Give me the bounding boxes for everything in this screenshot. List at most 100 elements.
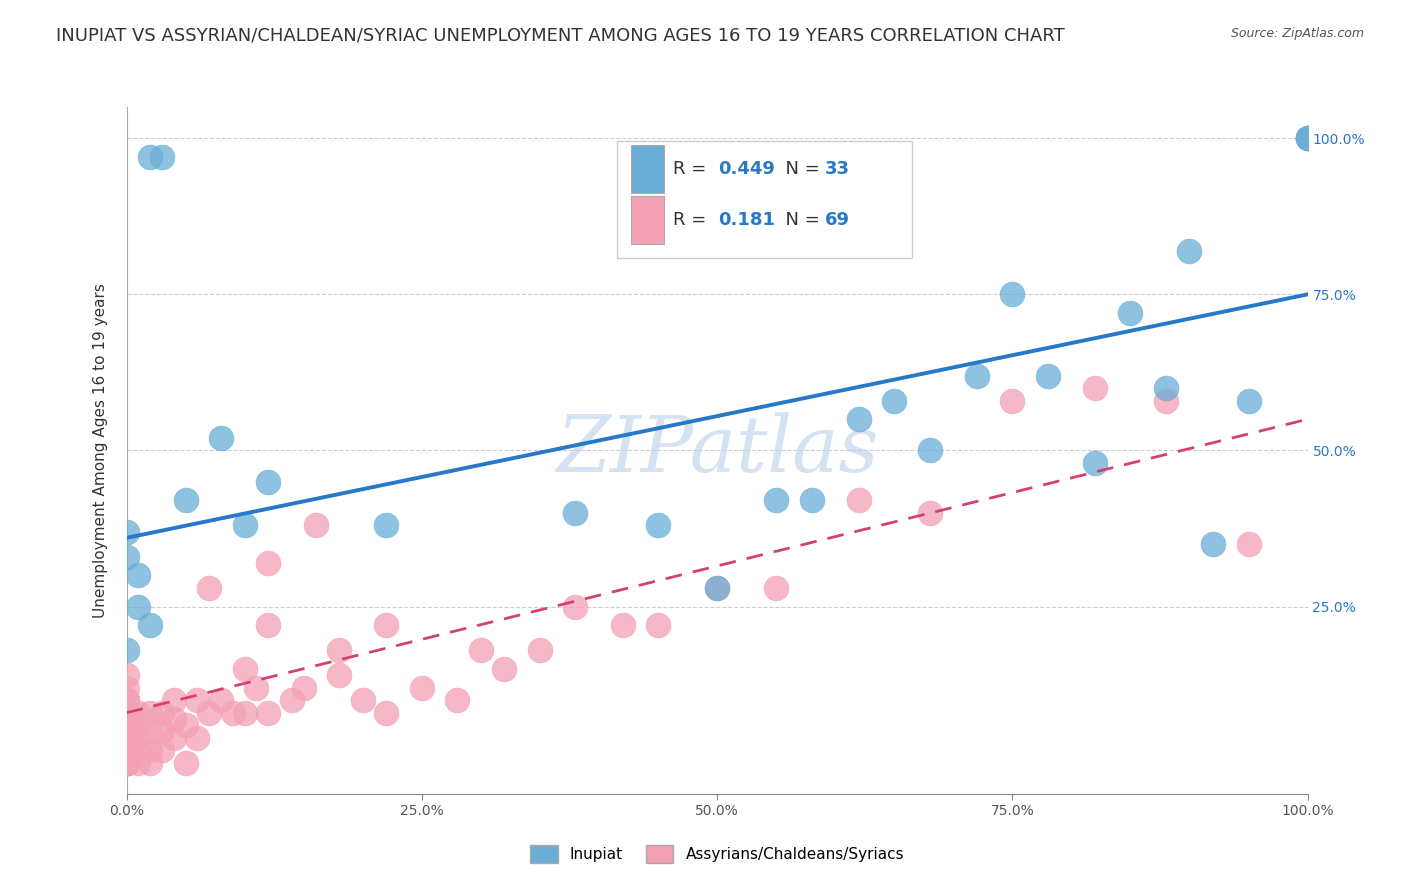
Text: 69: 69 — [824, 211, 849, 229]
Point — [706, 581, 728, 595]
Point — [352, 693, 374, 707]
Point — [174, 718, 197, 732]
Point — [115, 724, 138, 739]
FancyBboxPatch shape — [631, 196, 664, 244]
Point — [375, 618, 398, 632]
Point — [375, 706, 398, 720]
Point — [245, 681, 267, 695]
Point — [1036, 368, 1059, 383]
Point — [115, 693, 138, 707]
Point — [411, 681, 433, 695]
Point — [918, 506, 941, 520]
Point — [150, 150, 173, 164]
Point — [209, 693, 232, 707]
Text: R =: R = — [673, 160, 713, 178]
FancyBboxPatch shape — [617, 141, 912, 258]
Point — [115, 706, 138, 720]
Point — [115, 743, 138, 757]
Point — [304, 518, 326, 533]
Point — [848, 493, 870, 508]
Text: INUPIAT VS ASSYRIAN/CHALDEAN/SYRIAC UNEMPLOYMENT AMONG AGES 16 TO 19 YEARS CORRE: INUPIAT VS ASSYRIAN/CHALDEAN/SYRIAC UNEM… — [56, 27, 1064, 45]
Point — [1084, 381, 1107, 395]
Point — [198, 706, 221, 720]
FancyBboxPatch shape — [631, 145, 664, 193]
Text: N =: N = — [773, 211, 825, 229]
Point — [233, 518, 256, 533]
Point — [127, 731, 149, 745]
Text: 0.181: 0.181 — [718, 211, 775, 229]
Point — [966, 368, 988, 383]
Point — [139, 150, 162, 164]
Point — [1237, 393, 1260, 408]
Point — [1296, 131, 1319, 145]
Text: R =: R = — [673, 211, 713, 229]
Point — [127, 706, 149, 720]
Point — [139, 724, 162, 739]
Point — [150, 724, 173, 739]
Legend: Inupiat, Assyrians/Chaldeans/Syriacs: Inupiat, Assyrians/Chaldeans/Syriacs — [524, 838, 910, 869]
Point — [446, 693, 468, 707]
Point — [918, 443, 941, 458]
Point — [233, 706, 256, 720]
Point — [139, 743, 162, 757]
Point — [127, 568, 149, 582]
Point — [612, 618, 634, 632]
Point — [800, 493, 823, 508]
Text: N =: N = — [773, 160, 825, 178]
Text: 33: 33 — [824, 160, 849, 178]
Point — [1119, 306, 1142, 320]
Point — [883, 393, 905, 408]
Point — [257, 618, 280, 632]
Point — [765, 581, 787, 595]
Point — [328, 643, 350, 657]
Point — [257, 556, 280, 570]
Point — [1001, 287, 1024, 301]
Point — [1154, 393, 1177, 408]
Point — [375, 518, 398, 533]
Point — [139, 618, 162, 632]
Point — [765, 493, 787, 508]
Point — [1237, 537, 1260, 551]
Point — [115, 668, 138, 682]
Point — [257, 475, 280, 489]
Point — [127, 756, 149, 770]
Point — [292, 681, 315, 695]
Point — [127, 743, 149, 757]
Point — [1178, 244, 1201, 258]
Point — [328, 668, 350, 682]
Point — [281, 693, 304, 707]
Point — [564, 506, 586, 520]
Point — [115, 756, 138, 770]
Point — [150, 706, 173, 720]
Point — [163, 712, 186, 726]
Point — [150, 743, 173, 757]
Point — [848, 412, 870, 426]
Point — [529, 643, 551, 657]
Point — [1296, 131, 1319, 145]
Point — [1154, 381, 1177, 395]
Point — [174, 493, 197, 508]
Point — [257, 706, 280, 720]
Point — [115, 756, 138, 770]
Text: Source: ZipAtlas.com: Source: ZipAtlas.com — [1230, 27, 1364, 40]
Point — [647, 618, 669, 632]
Point — [470, 643, 492, 657]
Point — [174, 756, 197, 770]
Point — [115, 643, 138, 657]
Point — [163, 731, 186, 745]
Point — [115, 693, 138, 707]
Point — [186, 731, 208, 745]
Point — [222, 706, 245, 720]
Point — [233, 662, 256, 676]
Point — [564, 599, 586, 614]
Point — [127, 718, 149, 732]
Point — [209, 431, 232, 445]
Point — [115, 712, 138, 726]
Point — [115, 756, 138, 770]
Y-axis label: Unemployment Among Ages 16 to 19 years: Unemployment Among Ages 16 to 19 years — [93, 283, 108, 618]
Point — [1296, 131, 1319, 145]
Point — [115, 756, 138, 770]
Point — [1296, 131, 1319, 145]
Point — [115, 524, 138, 539]
Point — [127, 599, 149, 614]
